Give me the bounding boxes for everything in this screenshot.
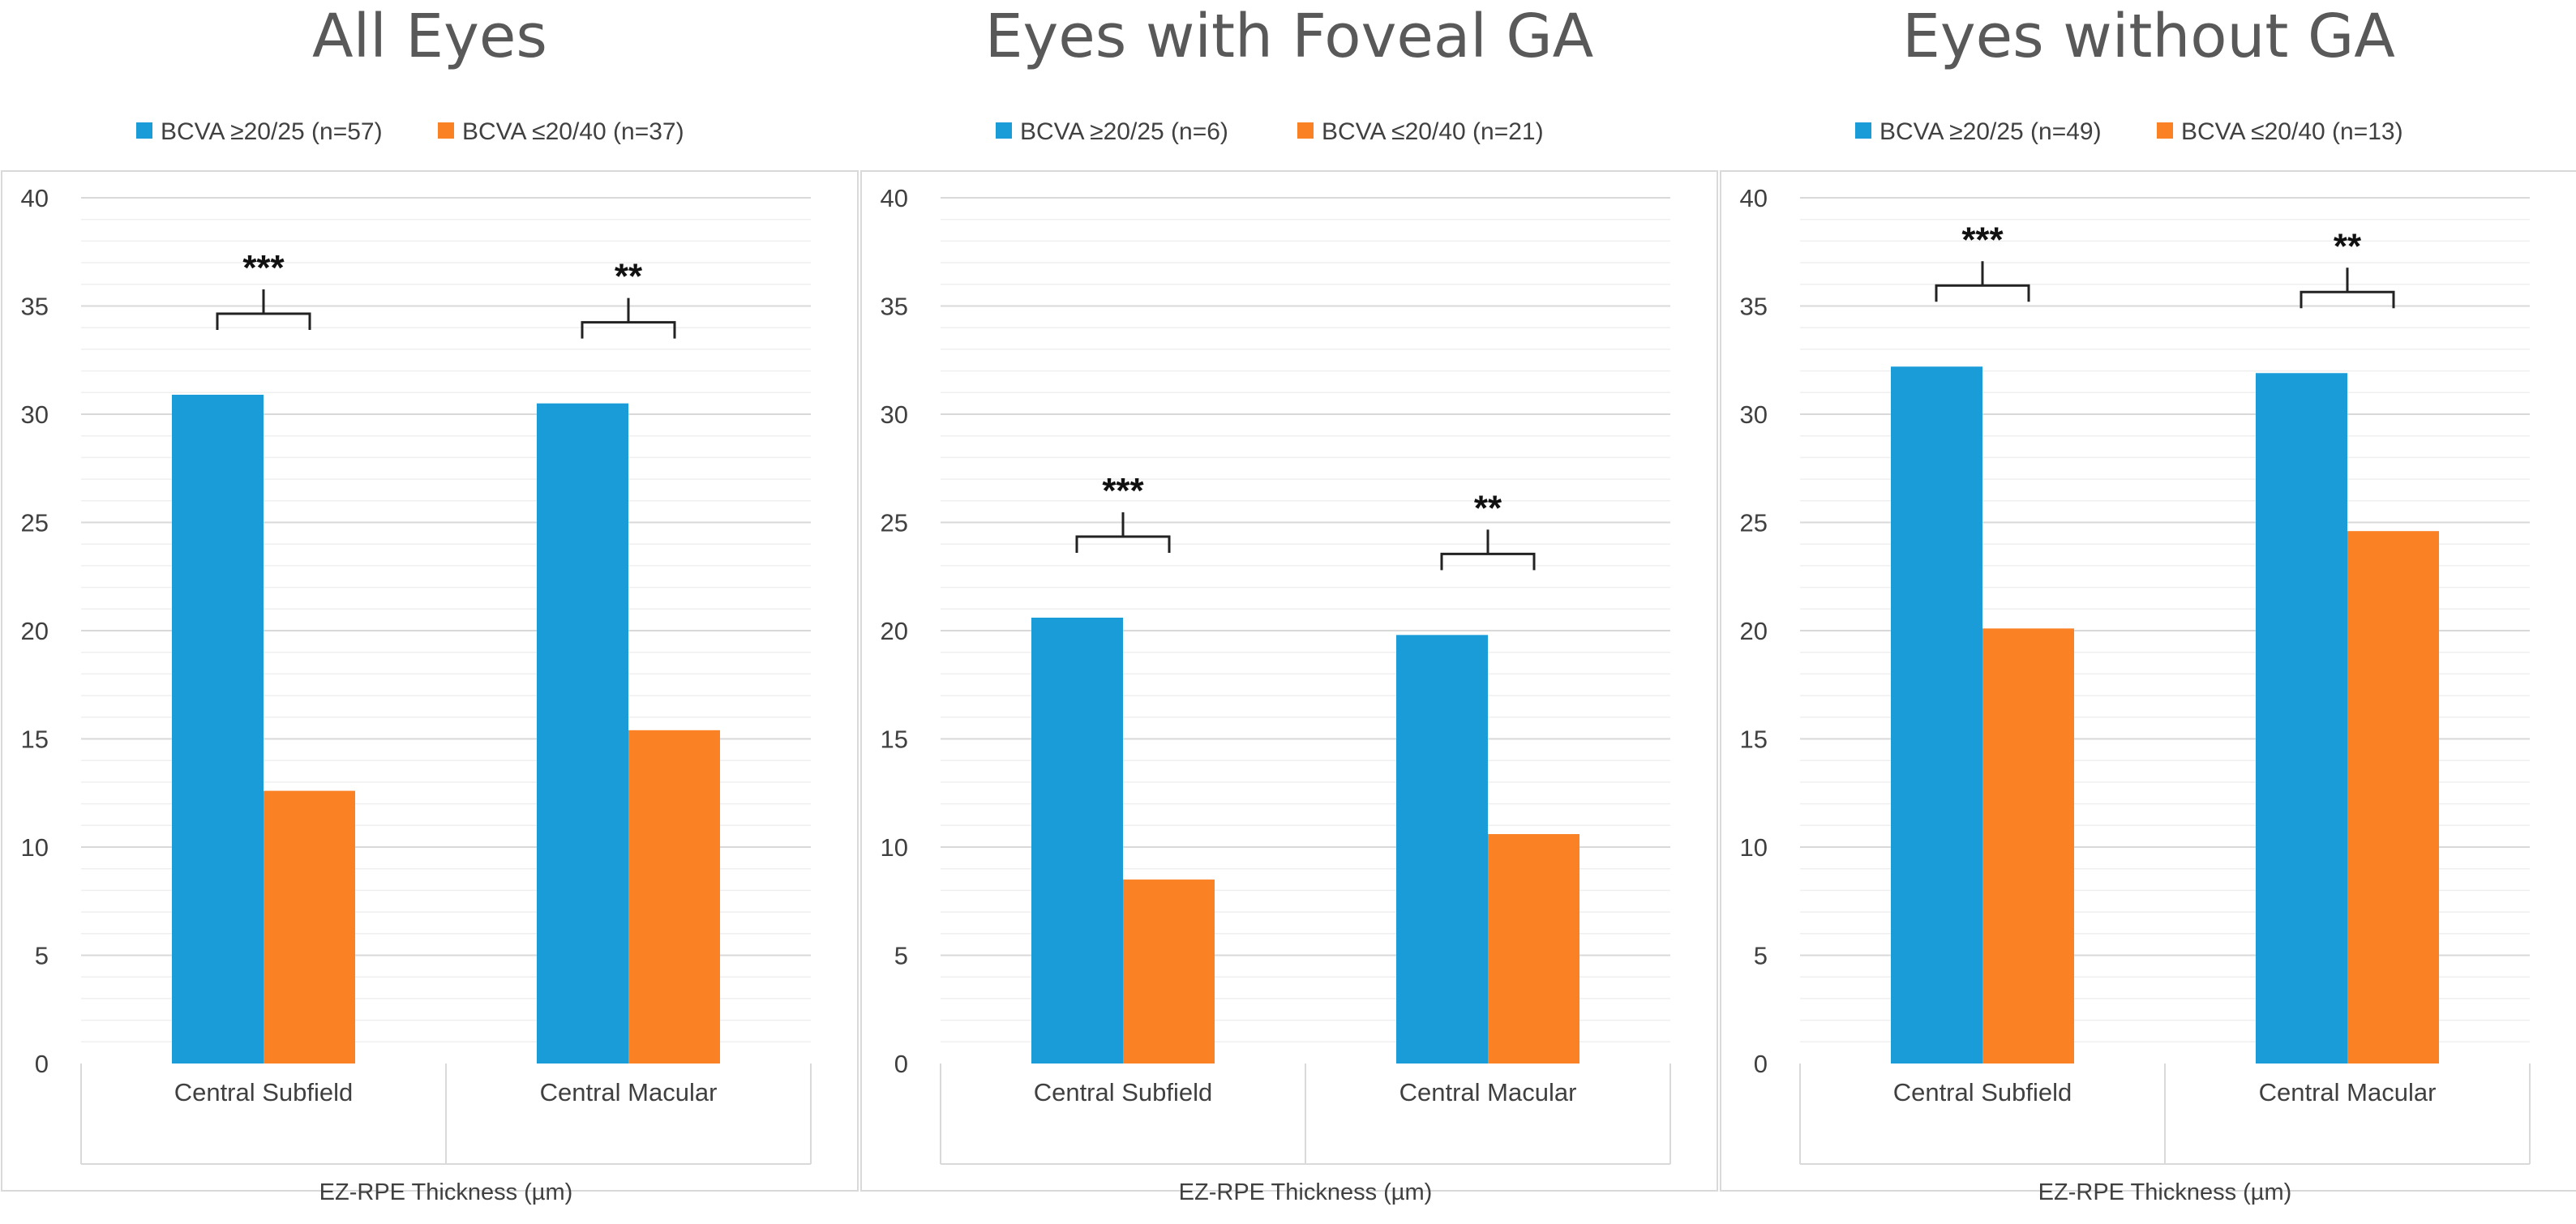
y-tick-label: 15 <box>21 725 49 754</box>
x-category-label: Central Subfield <box>174 1078 354 1106</box>
chart-frame <box>1 170 859 1192</box>
chart-frame <box>860 170 1718 1192</box>
bar-bcva-good-central-macular <box>2256 373 2347 1064</box>
y-tick-label: 25 <box>881 509 908 537</box>
y-tick-label: 35 <box>881 293 908 321</box>
y-tick-label: 15 <box>1740 725 1768 754</box>
y-tick-label: 30 <box>1740 400 1768 429</box>
bar-bcva-good-central-macular <box>537 403 628 1064</box>
bar-bcva-poor-central-macular <box>2347 531 2439 1064</box>
bar-bcva-poor-central-subfield <box>264 790 355 1064</box>
significance-bracket <box>1075 511 1171 553</box>
legend-label-1: BCVA ≥20/25 (n=49) <box>1879 118 2102 145</box>
x-category-label: Central Macular <box>1399 1078 1577 1106</box>
bar-bcva-poor-central-macular <box>1488 833 1579 1064</box>
x-category-label: Central Macular <box>540 1078 718 1106</box>
y-tick-label: 25 <box>21 509 49 537</box>
legend-swatch-1 <box>1855 122 1871 139</box>
significance-stars: ** <box>615 257 643 297</box>
y-tick-label: 30 <box>881 400 908 429</box>
y-tick-label: 0 <box>35 1050 49 1078</box>
significance-stars: ** <box>1474 488 1502 528</box>
legend-label-2: BCVA ≤20/40 (n=13) <box>2181 118 2403 145</box>
y-tick-label: 40 <box>881 184 908 212</box>
legend-swatch-1 <box>996 122 1012 139</box>
y-tick-label: 10 <box>1740 833 1768 862</box>
significance-bracket <box>216 289 311 330</box>
significance-bracket <box>1440 529 1536 571</box>
significance-stars: *** <box>1102 471 1144 511</box>
significance-stars: *** <box>1961 220 2004 259</box>
y-tick-label: 5 <box>894 942 908 970</box>
y-tick-label: 0 <box>894 1050 908 1078</box>
y-tick-label: 5 <box>1754 942 1768 970</box>
bar-bcva-good-central-subfield <box>172 394 264 1064</box>
chart-panel-3: Eyes without GA BCVA ≥20/25 (n=49) BCVA ≤2… <box>1720 2 2576 1205</box>
x-category-label: Central Macular <box>2259 1078 2437 1106</box>
bar-bcva-good-central-macular <box>1396 635 1488 1064</box>
significance-bracket <box>581 297 676 339</box>
y-tick-label: 30 <box>21 400 49 429</box>
y-tick-label: 10 <box>881 833 908 862</box>
x-axis-title: EZ-RPE Thickness (µm) <box>1179 1179 1433 1205</box>
chart-panel-2: Eyes with Foveal GA BCVA ≥20/25 (n=6) BCVA… <box>860 2 1718 1205</box>
x-category-label: Central Subfield <box>1893 1078 2072 1106</box>
x-axis-title: EZ-RPE Thickness (µm) <box>319 1179 573 1205</box>
significance-bracket <box>1935 261 2030 302</box>
chart-frame <box>1720 170 2576 1192</box>
significance-bracket <box>2300 267 2395 309</box>
y-tick-label: 20 <box>881 617 908 645</box>
legend-swatch-1 <box>136 122 152 139</box>
legend-label-1: BCVA ≥20/25 (n=57) <box>161 118 383 145</box>
y-tick-label: 35 <box>1740 293 1768 321</box>
chart-title: Eyes with Foveal GA <box>985 2 1594 71</box>
legend-swatch-2 <box>2157 122 2173 139</box>
bar-bcva-poor-central-macular <box>628 730 720 1064</box>
y-tick-label: 0 <box>1754 1050 1768 1078</box>
significance-stars: *** <box>242 248 285 288</box>
y-tick-label: 20 <box>1740 617 1768 645</box>
legend-label-2: BCVA ≤20/40 (n=21) <box>1322 118 1544 145</box>
bar-bcva-good-central-subfield <box>1031 617 1123 1064</box>
y-tick-label: 40 <box>1740 184 1768 212</box>
legend-label-1: BCVA ≥20/25 (n=6) <box>1020 118 1228 145</box>
legend-label-2: BCVA ≤20/40 (n=37) <box>462 118 684 145</box>
legend-swatch-2 <box>438 122 454 139</box>
chart-title: Eyes without GA <box>1902 2 2395 71</box>
chart-panel-1: All Eyes BCVA ≥20/25 (n=57) BCVA ≤20/40 (n… <box>1 2 859 1205</box>
bar-bcva-poor-central-subfield <box>1982 628 2074 1064</box>
y-tick-label: 10 <box>21 833 49 862</box>
x-category-label: Central Subfield <box>1034 1078 1213 1106</box>
y-tick-label: 40 <box>21 184 49 212</box>
x-axis-title: EZ-RPE Thickness (µm) <box>2038 1179 2292 1205</box>
y-tick-label: 20 <box>21 617 49 645</box>
legend-swatch-2 <box>1297 122 1314 139</box>
bar-bcva-good-central-subfield <box>1891 366 1982 1064</box>
y-tick-label: 35 <box>21 293 49 321</box>
y-tick-label: 15 <box>881 725 908 754</box>
y-tick-label: 25 <box>1740 509 1768 537</box>
significance-stars: ** <box>2334 226 2362 266</box>
y-tick-label: 5 <box>35 942 49 970</box>
chart-title: All Eyes <box>312 2 547 71</box>
bar-bcva-poor-central-subfield <box>1123 879 1215 1064</box>
